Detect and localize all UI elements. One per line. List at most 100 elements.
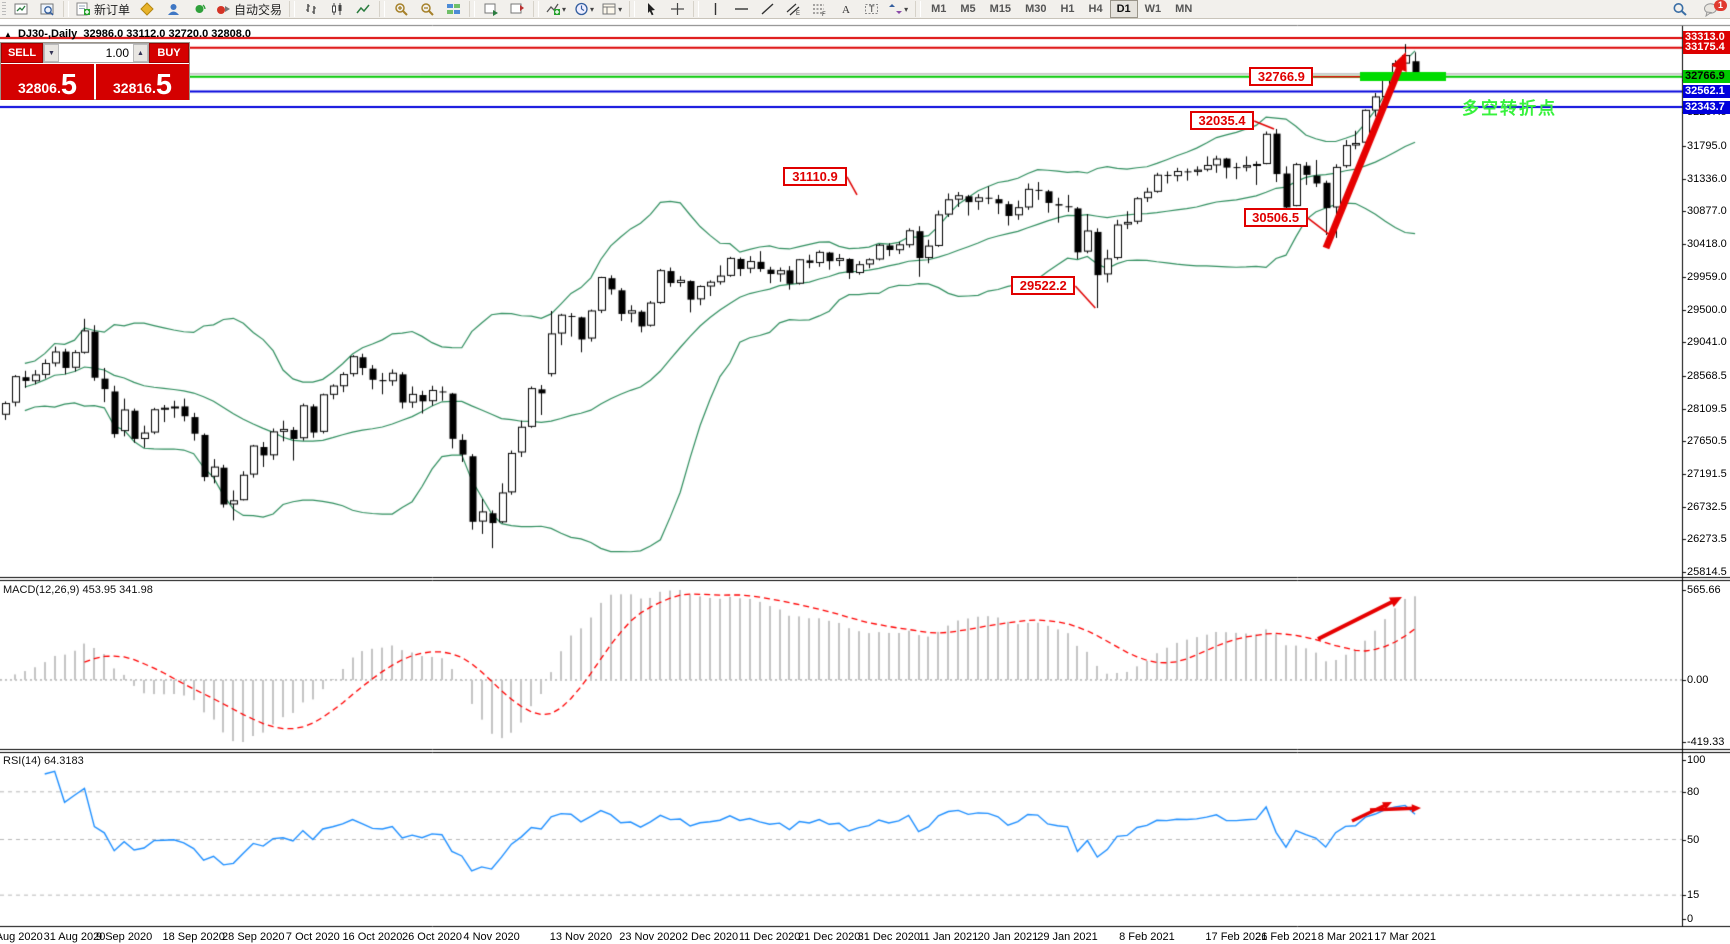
chart-note-text: 多空转折点 xyxy=(1462,99,1557,119)
one-click-trading-panel: SELL ▼ ▲ BUY 32806. 5 32816. 5 xyxy=(0,42,190,100)
timeframe-m5-button[interactable]: M5 xyxy=(960,3,976,15)
vertical-line-icon xyxy=(714,3,716,15)
arrows-icon xyxy=(889,4,903,14)
candlestick-mode-button[interactable] xyxy=(325,0,349,18)
new-chart-icon xyxy=(14,3,27,15)
trendline-tool-button[interactable] xyxy=(755,0,779,18)
timeframe-m1-button[interactable]: M1 xyxy=(931,3,947,15)
crosshair-tool-button[interactable] xyxy=(665,0,689,18)
main-toolbar: 新订单 自动交易 ▾ ▾ xyxy=(0,0,1730,19)
dropdown-caret-icon: ▾ xyxy=(562,4,567,14)
sell-price-main: 32806. xyxy=(18,80,61,96)
notification-badge: 1 xyxy=(1714,0,1727,11)
new-chart-button[interactable] xyxy=(9,0,33,18)
timeframe-h4-button[interactable]: H4 xyxy=(1088,3,1103,15)
toolbar-separator xyxy=(379,1,386,17)
vertical-line-tool-button[interactable] xyxy=(703,0,727,18)
toolbar-separator xyxy=(289,1,296,17)
arrows-tool-button[interactable]: ▾ xyxy=(885,0,911,18)
new-order-label: 新订单 xyxy=(94,2,131,17)
symbol-period-label: DJ30-,Daily xyxy=(17,28,78,40)
volume-stepper: ▼ ▲ xyxy=(43,43,149,63)
timeframe-h1-button[interactable]: H1 xyxy=(1060,3,1075,15)
svg-text:T: T xyxy=(869,4,875,14)
toolbar-separator xyxy=(63,1,69,17)
signals-icon xyxy=(195,4,206,13)
volume-increase-button[interactable]: ▲ xyxy=(133,44,148,62)
zoom-out-icon xyxy=(420,3,434,16)
sell-price-pip: 5 xyxy=(60,69,77,101)
buy-price-pip: 5 xyxy=(155,69,172,101)
chart-profiles-icon xyxy=(40,3,54,16)
timeframe-d1-button[interactable]: D1 xyxy=(1109,0,1138,18)
tile-windows-button[interactable] xyxy=(441,0,465,18)
indicators-button[interactable]: ▾ xyxy=(543,0,569,18)
toolbar-separator xyxy=(693,1,700,17)
bar-chart-mode-button[interactable] xyxy=(299,0,323,18)
horizontal-line-tool-button[interactable] xyxy=(729,0,753,18)
notifications-button[interactable]: 1 xyxy=(1699,0,1727,18)
zoom-in-button[interactable] xyxy=(389,0,413,18)
zoom-in-icon xyxy=(394,3,408,16)
buy-price-display[interactable]: 32816. 5 xyxy=(96,64,189,100)
templates-button[interactable]: ▾ xyxy=(599,0,625,18)
signals-button[interactable] xyxy=(187,0,211,18)
metaeditor-icon xyxy=(139,2,154,16)
dropdown-caret-icon: ▾ xyxy=(904,4,909,14)
dropdown-caret-icon: ▾ xyxy=(590,4,595,14)
timeframe-mn-button[interactable]: MN xyxy=(1175,3,1193,15)
chart-profiles-button[interactable] xyxy=(35,0,59,18)
volume-input[interactable] xyxy=(59,44,133,62)
search-icon xyxy=(1673,2,1687,16)
sell-price-display[interactable]: 32806. 5 xyxy=(1,64,94,100)
timeframe-m15-button[interactable]: M15 xyxy=(989,3,1012,15)
text-icon: A xyxy=(842,4,850,16)
auto-arrange-icon xyxy=(484,3,498,16)
metaeditor-button[interactable] xyxy=(135,0,159,18)
ohlc-values: 32986.0 33112.0 32720.0 32808.0 xyxy=(83,28,252,40)
collapse-triangle-icon[interactable]: ▲ xyxy=(4,30,12,39)
buy-button[interactable]: BUY xyxy=(149,43,189,63)
bar-chart-icon xyxy=(305,4,316,14)
crosshair-icon xyxy=(670,3,684,15)
search-button[interactable] xyxy=(1668,0,1692,18)
text-label-tool-button[interactable]: T xyxy=(859,0,883,18)
equidistant-channel-tool-button[interactable]: E xyxy=(781,0,805,18)
volume-decrease-button[interactable]: ▼ xyxy=(44,44,59,62)
rsi-indicator-label: RSI(14) 64.3183 xyxy=(3,755,84,767)
chart-shift-button[interactable] xyxy=(505,0,529,18)
chart-window-title: ▲ DJ30-,Daily 32986.0 33112.0 32720.0 32… xyxy=(4,28,251,40)
timeframe-w1-button[interactable]: W1 xyxy=(1144,3,1162,15)
clock-icon xyxy=(575,2,588,16)
macd-indicator-label: MACD(12,26,9) 453.95 341.98 xyxy=(3,584,153,596)
equidistant-channel-icon: E xyxy=(786,3,800,16)
toolbar-separator xyxy=(629,1,636,17)
text-label-icon: T xyxy=(864,4,878,14)
dropdown-caret-icon: ▾ xyxy=(618,4,623,14)
cursor-tool-button[interactable] xyxy=(639,0,663,18)
auto-arrange-button[interactable] xyxy=(479,0,503,18)
svg-text:F: F xyxy=(822,12,826,16)
autotrading-button[interactable]: 自动交易 xyxy=(213,0,285,18)
svg-text:A: A xyxy=(842,4,850,16)
new-order-button[interactable]: 新订单 xyxy=(73,0,133,18)
chart-shift-icon xyxy=(510,3,524,14)
timeframe-group: M1 M5 M15 M30 H1 H4 D1 W1 MN xyxy=(924,0,1199,18)
svg-text:E: E xyxy=(796,11,800,16)
community-button[interactable] xyxy=(161,0,185,18)
candlestick-icon xyxy=(331,3,342,15)
fibonacci-tool-button[interactable]: F xyxy=(807,0,831,18)
text-tool-button[interactable]: A xyxy=(833,0,857,18)
indicators-icon xyxy=(546,3,561,15)
periods-button[interactable]: ▾ xyxy=(571,0,597,18)
community-icon xyxy=(167,4,179,15)
toolbar-separator xyxy=(533,1,540,17)
toolbar-grip[interactable] xyxy=(2,2,6,16)
zoom-out-button[interactable] xyxy=(415,0,439,18)
autotrading-icon xyxy=(217,6,231,14)
line-chart-mode-button[interactable] xyxy=(351,0,375,18)
sell-button[interactable]: SELL xyxy=(1,43,43,63)
timeframe-m30-button[interactable]: M30 xyxy=(1025,3,1047,15)
